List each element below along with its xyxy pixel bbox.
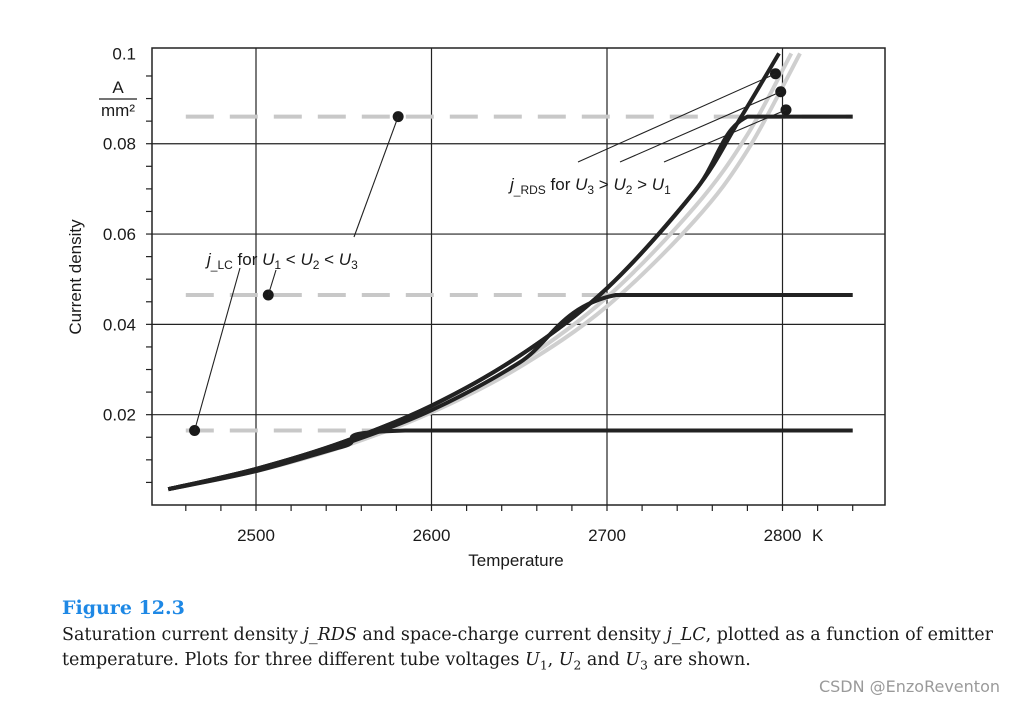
watermark: CSDN @EnzoReventon [818, 677, 1000, 696]
x-unit-label: K [812, 526, 824, 545]
y-tick-label: 0.02 [103, 406, 136, 425]
grid [152, 48, 885, 505]
plot-frame [151, 47, 886, 506]
leader-line [663, 109, 787, 163]
x-axis-label: Temperature [468, 551, 563, 570]
series-line-j-u1- [167, 428, 853, 492]
x-tick-label: 2800 [764, 526, 802, 545]
y-tick-label: 0.06 [103, 225, 136, 244]
leader-line [577, 73, 776, 163]
leader-line [619, 91, 781, 163]
leader-line [353, 116, 399, 238]
current-density-chart: 2500 2600 2700 2800 0.02 0.04 0.06 0.08 0.1 A mm… [66, 44, 886, 570]
y-tick-label: 0.04 [103, 315, 136, 334]
leader-line [194, 267, 241, 431]
series-line-j-rds-u2- [167, 52, 794, 492]
y-tick-label: 0.08 [103, 135, 136, 154]
series-group [167, 52, 853, 492]
series-line-j-u3- [167, 114, 853, 492]
x-tick-label: 2500 [237, 526, 275, 545]
figure-caption: Figure 12.3 Saturation current density j… [62, 597, 1012, 679]
y-unit-denominator: mm² [101, 101, 135, 120]
figure-title: Figure 12.3 [62, 597, 185, 619]
y-unit-numerator: A [112, 78, 124, 97]
annotation-j-lc: j_LC for U1 < U2 < U3 [205, 250, 358, 272]
x-tick-label: 2700 [588, 526, 626, 545]
y-axis-label: Current density [66, 219, 85, 335]
leader-lines [194, 73, 787, 431]
y-tick-label: 0.1 [112, 44, 136, 63]
leader-line [267, 269, 277, 296]
annotation-j-rds: j_RDS for U3 > U2 > U1 [508, 175, 671, 197]
series-line-j-rds-u1- [167, 52, 802, 492]
axis-ticks: 2500 2600 2700 2800 0.02 0.04 0.06 0.08 0.1 [103, 44, 854, 545]
x-tick-label: 2600 [413, 526, 451, 545]
series-line-j-rds-u3- [167, 52, 781, 492]
caption-body: Saturation current density j_RDS and spa… [62, 625, 993, 673]
